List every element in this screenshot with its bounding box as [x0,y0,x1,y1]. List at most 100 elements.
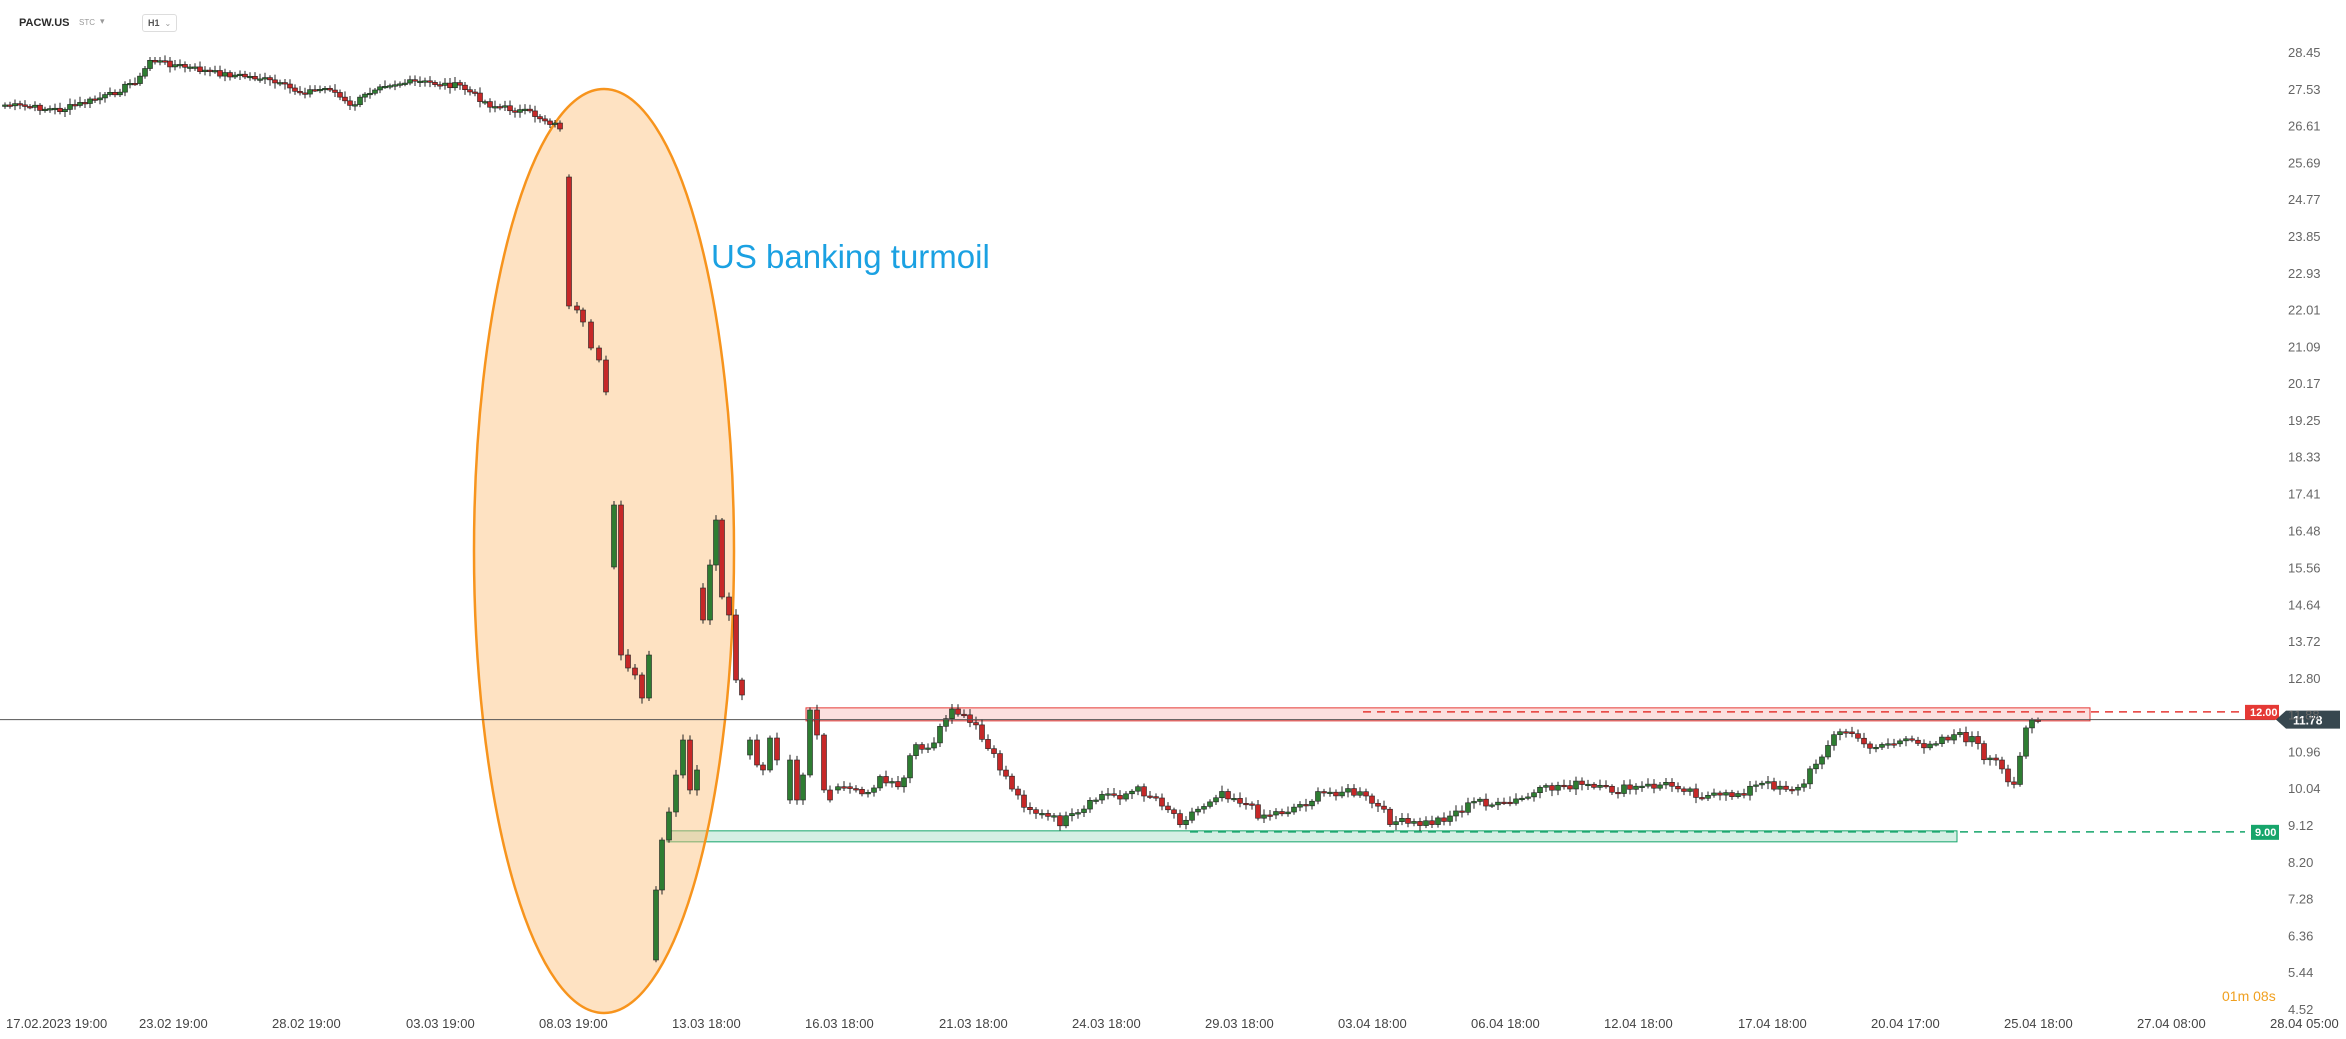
candle-body [22,104,28,107]
candle [1549,782,1555,797]
candle-body [1927,743,1933,749]
candle-body [949,708,955,719]
candle [1975,731,1981,750]
candle [402,79,408,87]
candle-body [32,104,38,108]
candle [1219,785,1225,802]
candle-body [1441,817,1447,822]
candle [774,732,780,766]
candle [1567,780,1573,793]
candle-body [973,722,979,726]
candle [307,85,313,98]
candle-body [1297,804,1303,808]
candle [502,100,508,112]
candle [117,88,123,98]
candle-body [1357,791,1363,796]
timeframe-selector[interactable]: H1 ⌄ [142,14,178,32]
candle-body [1513,798,1519,804]
candle [1279,808,1285,817]
candle [172,59,178,71]
candle [1087,797,1093,813]
symbol-label[interactable]: PACW.US [19,17,70,29]
candle-body [167,60,173,68]
chart-toolbar: PACW.US STC ▾ H1 ⌄ [0,0,400,40]
candle [1213,794,1219,805]
chevron-down-icon[interactable]: ▾ [100,16,105,26]
candle-body [835,786,841,791]
candle [1693,783,1699,804]
y-tick-label: 22.01 [2288,303,2321,318]
candle-body [1759,782,1765,786]
candle [412,75,418,87]
candle [1873,744,1879,753]
candle-body [1741,793,1747,796]
candle-body [1597,785,1603,788]
candle [1489,802,1495,809]
candle [1657,782,1663,791]
candle-body [162,60,168,63]
y-tick-label: 20.17 [2288,376,2321,391]
candle-body [1603,785,1609,788]
candle-body [1321,791,1327,794]
candle [217,65,223,79]
candle [512,107,518,118]
highlight-ellipse [472,87,736,1015]
support-label-bg [2251,824,2279,840]
candle [871,784,877,797]
price-type-selector[interactable]: STC [79,18,95,27]
candle-body [1747,785,1753,796]
candle [1003,765,1009,780]
candle [1249,801,1255,810]
candle [1051,812,1057,822]
candle-body [412,79,418,82]
candle [457,79,463,90]
candle-body [7,104,13,107]
candle [1507,796,1513,807]
candle [1033,807,1039,819]
candle [1855,729,1861,742]
candle [767,735,773,773]
candle-body [147,60,153,69]
candle-body [1585,783,1591,787]
candle-body [517,109,523,113]
candle-body [1231,798,1237,801]
x-tick-label: 21.03 18:00 [939,1016,1008,1031]
candle [2011,776,2017,789]
candle-body [2,104,8,107]
candle [247,72,253,81]
candle [57,102,63,115]
y-tick-label: 5.44 [2288,965,2313,980]
candle-body [1141,786,1147,797]
candle [87,96,93,109]
candle-body [997,753,1003,771]
candle [1783,781,1789,792]
candle-body [814,709,820,736]
candle-body [1021,794,1027,808]
candle [182,61,188,73]
candle-body [639,674,645,699]
candle [1093,797,1099,805]
candle [1015,785,1021,800]
candle-body [137,75,143,84]
x-tick-label: 08.03 19:00 [539,1016,608,1031]
candle-body [754,739,760,766]
candle-body [1945,736,1951,741]
candle [1579,777,1585,791]
candle-body [1591,783,1597,788]
candle-body [859,789,865,795]
candle-body [1075,812,1081,815]
candle [1363,788,1369,801]
candle-body [262,77,268,80]
candle [659,837,665,895]
candle [1189,807,1195,824]
candle [961,709,967,718]
candle-body [42,108,48,111]
candle-body [1015,788,1021,796]
candle [177,59,183,69]
support-zone [666,830,1958,843]
candle-body [1489,804,1495,807]
candle-body [1399,818,1405,822]
candle [1453,805,1459,822]
candle-body [497,106,503,109]
